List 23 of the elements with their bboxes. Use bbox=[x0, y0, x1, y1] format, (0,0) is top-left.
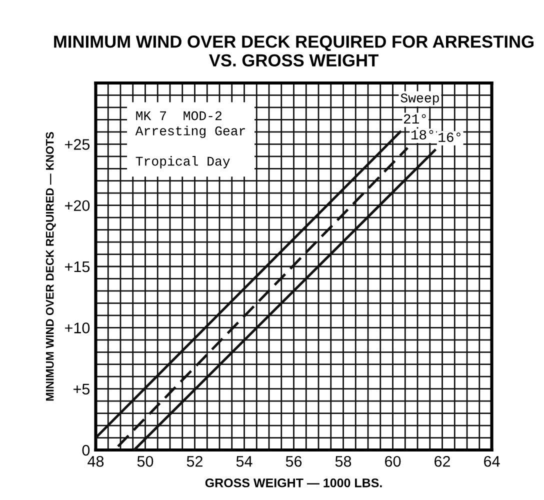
y-tick-label: +25 bbox=[65, 139, 90, 150]
series-label: 16° bbox=[438, 132, 460, 142]
y-tick-label: +10 bbox=[65, 322, 90, 334]
text: MK 7 MOD-2 Arresting Gear Tropical Day bbox=[135, 111, 246, 168]
y-tick-label: 0 bbox=[82, 444, 90, 456]
x-tick-label: 60 bbox=[385, 456, 401, 467]
x-axis-title: GROSS WEIGHT — 1000 LBS. bbox=[205, 478, 382, 488]
x-tick-label: 62 bbox=[434, 456, 450, 467]
x-tick-label: 54 bbox=[236, 456, 252, 467]
series-label: 18° bbox=[411, 130, 434, 140]
y-tick-label: +15 bbox=[65, 262, 90, 272]
y-axis-title: MINIMUM WIND OVER DECK REQUIRED — KNOTS bbox=[46, 132, 56, 401]
x-tick-label: 48 bbox=[88, 456, 104, 467]
chart-title: MINIMUM WIND OVER DECK REQUIRED FOR ARRESTING VS. GROSS WEIGHT bbox=[54, 36, 534, 67]
y-tick-label: +5 bbox=[74, 384, 90, 395]
x-tick-label: 64 bbox=[484, 456, 500, 467]
series-label: 21° bbox=[404, 114, 426, 124]
x-tick-label: 52 bbox=[186, 456, 202, 467]
x-tick-label: 58 bbox=[335, 456, 352, 467]
y-tick-label: +20 bbox=[65, 200, 90, 212]
annotation: Sweep bbox=[400, 93, 439, 106]
x-tick-label: 50 bbox=[137, 456, 154, 467]
x-tick-label: 56 bbox=[286, 456, 302, 467]
